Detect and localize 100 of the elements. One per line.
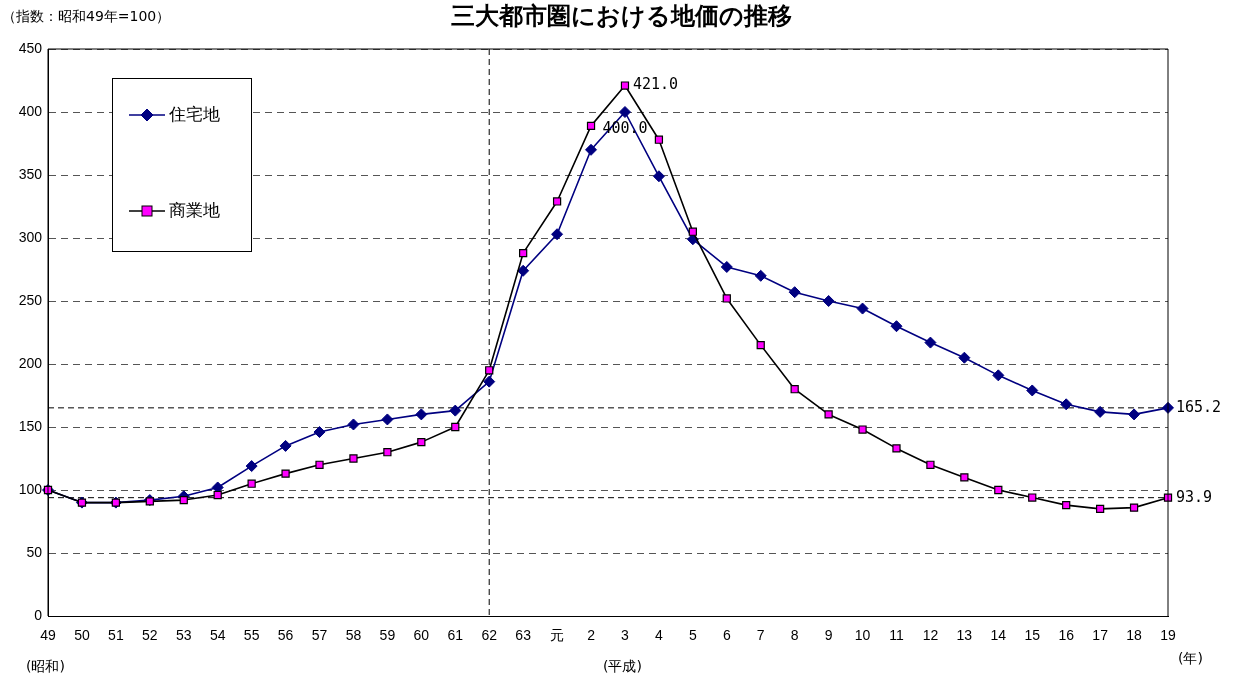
point <box>449 404 462 417</box>
x-tick-label: 2 <box>587 627 596 644</box>
y-tick-label: 50 <box>26 543 43 560</box>
point <box>926 460 935 469</box>
data-label: 165.2 <box>1176 397 1222 416</box>
x-tick-label: 55 <box>243 627 260 644</box>
y-tick-label: 200 <box>18 354 43 371</box>
point <box>586 121 596 130</box>
point <box>688 227 697 236</box>
point <box>994 485 1003 495</box>
point <box>347 418 360 431</box>
x-tick-label: 6 <box>722 627 731 644</box>
point <box>756 340 765 350</box>
point <box>381 413 394 426</box>
point <box>822 295 835 307</box>
point <box>1060 398 1073 411</box>
legend-label: 住宅地 <box>169 103 220 126</box>
point <box>892 444 901 453</box>
point <box>281 469 290 478</box>
chart-title: 三大都市圏における地価の推移 <box>451 2 792 30</box>
legend-label: 商業地 <box>169 199 220 222</box>
point <box>720 260 733 273</box>
point <box>213 490 222 500</box>
point <box>890 320 903 333</box>
x-tick-label: 52 <box>142 627 158 644</box>
point <box>1128 408 1141 421</box>
point <box>856 302 869 315</box>
x-tick-label: 5 <box>688 627 697 644</box>
point <box>415 408 428 421</box>
point <box>958 351 971 364</box>
y-tick-label: 100 <box>18 480 43 497</box>
x-tick-label: 59 <box>379 627 396 644</box>
x-tick-label: 62 <box>481 627 498 644</box>
x-tick-label: 12 <box>922 627 939 644</box>
y-tick-label: 400 <box>18 102 43 119</box>
y-tick-label: 250 <box>18 291 43 308</box>
x-tick-label: 9 <box>824 627 833 644</box>
x-tick-label: 3 <box>621 627 630 644</box>
x-tick-label: 54 <box>209 627 226 644</box>
text: (昭和) <box>26 658 65 676</box>
x-tick-label: 4 <box>655 627 664 644</box>
point <box>992 369 1005 382</box>
point <box>417 437 426 447</box>
x-tick-label: 11 <box>889 627 904 644</box>
point <box>1095 504 1105 514</box>
y-tick-label: 350 <box>18 165 43 182</box>
y-tick-label: 450 <box>18 39 43 56</box>
point <box>1062 500 1071 510</box>
point <box>179 495 188 505</box>
data-label: 93.9 <box>1176 487 1213 506</box>
point <box>1028 493 1037 502</box>
point <box>620 81 630 90</box>
x-tick-label: 50 <box>74 627 90 644</box>
x-tick-label: 19 <box>1160 627 1176 644</box>
x-tick-label: 14 <box>990 627 1007 644</box>
point <box>722 294 731 303</box>
x-tick-label: 元 <box>550 627 565 644</box>
point <box>585 143 598 156</box>
y-tick-label: 0 <box>34 606 43 623</box>
x-tick-label: 17 <box>1092 627 1109 644</box>
point <box>245 460 258 473</box>
point <box>451 422 460 432</box>
y-tick-label: 300 <box>18 228 43 245</box>
point <box>824 410 833 419</box>
point <box>313 426 326 439</box>
text: (平成) <box>602 658 642 676</box>
x-tick-label: 51 <box>108 627 124 644</box>
point <box>483 375 496 388</box>
x-tick-label: 10 <box>854 627 871 644</box>
y-tick-label: 150 <box>18 417 43 434</box>
point <box>788 286 801 299</box>
x-tick-label: 49 <box>40 627 56 644</box>
x-tick-label: 18 <box>1126 627 1143 644</box>
point <box>654 135 664 144</box>
point <box>315 460 324 469</box>
point <box>960 473 969 482</box>
x-tick-label: 13 <box>956 627 973 644</box>
point <box>279 439 292 452</box>
point <box>652 170 665 183</box>
point <box>517 264 530 277</box>
x-tick-label: 15 <box>1024 627 1041 644</box>
point <box>485 366 494 375</box>
point <box>858 425 867 434</box>
data-label: 421.0 <box>632 75 679 94</box>
x-tick-label: 61 <box>447 627 464 644</box>
point <box>551 228 564 241</box>
point <box>349 454 358 463</box>
point <box>618 106 631 118</box>
x-tick-label: 63 <box>515 627 532 644</box>
point <box>754 269 767 282</box>
point <box>247 479 256 488</box>
x-tick-label: 60 <box>413 627 430 644</box>
x-tick-label: 56 <box>277 627 294 644</box>
point <box>1094 405 1107 418</box>
point <box>552 197 562 206</box>
point <box>383 448 392 457</box>
x-tick-label: 7 <box>756 627 765 644</box>
point <box>519 248 528 258</box>
x-tick-label: 57 <box>311 627 328 644</box>
x-tick-label: 8 <box>790 627 799 644</box>
